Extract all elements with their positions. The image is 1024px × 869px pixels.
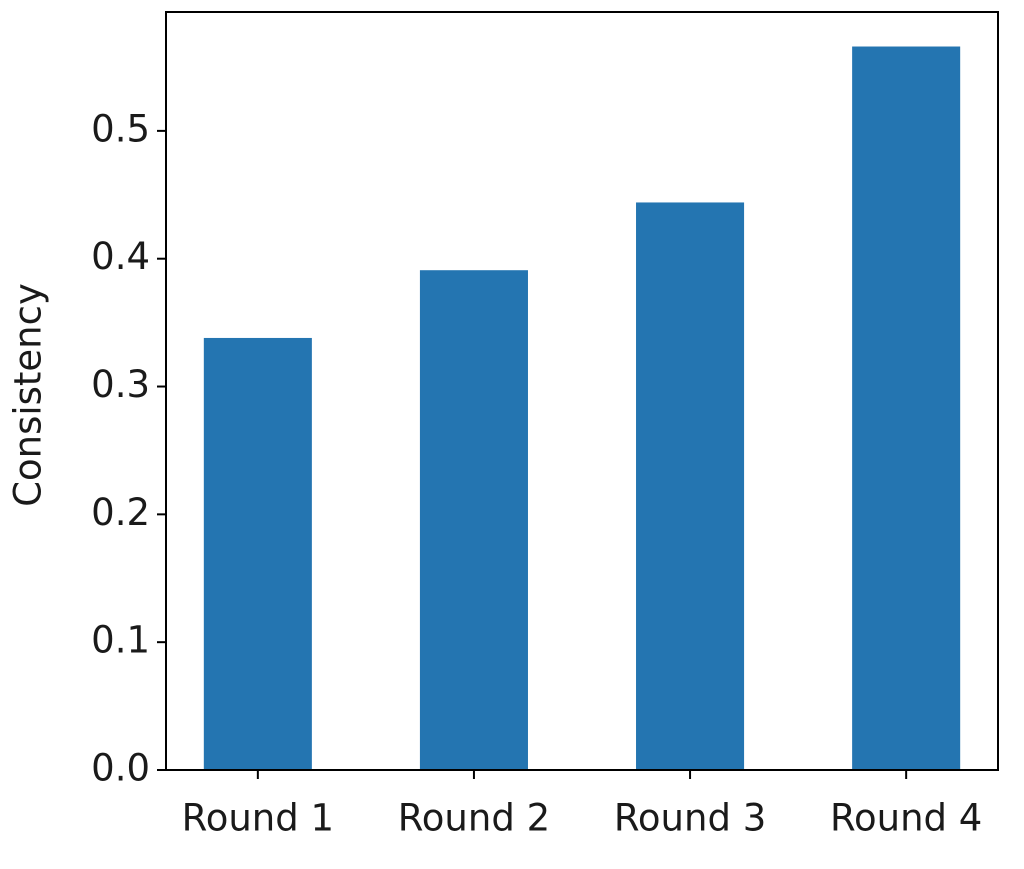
plot-frame [165,11,999,771]
bar [203,337,312,770]
bar [852,46,961,771]
y-tick-label: 0.1 [91,619,150,662]
y-tick-label: 0.2 [91,491,150,534]
x-tick-label: Round 3 [614,797,766,840]
y-axis-label: Consistency [7,283,50,507]
bar [636,202,745,770]
bar [419,270,528,770]
x-tick-label: Round 4 [830,797,982,840]
y-tick-label: 0.0 [91,747,150,790]
y-tick-label: 0.4 [91,235,150,278]
y-tick-label: 0.3 [91,363,150,406]
x-tick-label: Round 1 [182,797,334,840]
x-tick-label: Round 2 [398,797,550,840]
y-tick-label: 0.5 [91,107,150,150]
